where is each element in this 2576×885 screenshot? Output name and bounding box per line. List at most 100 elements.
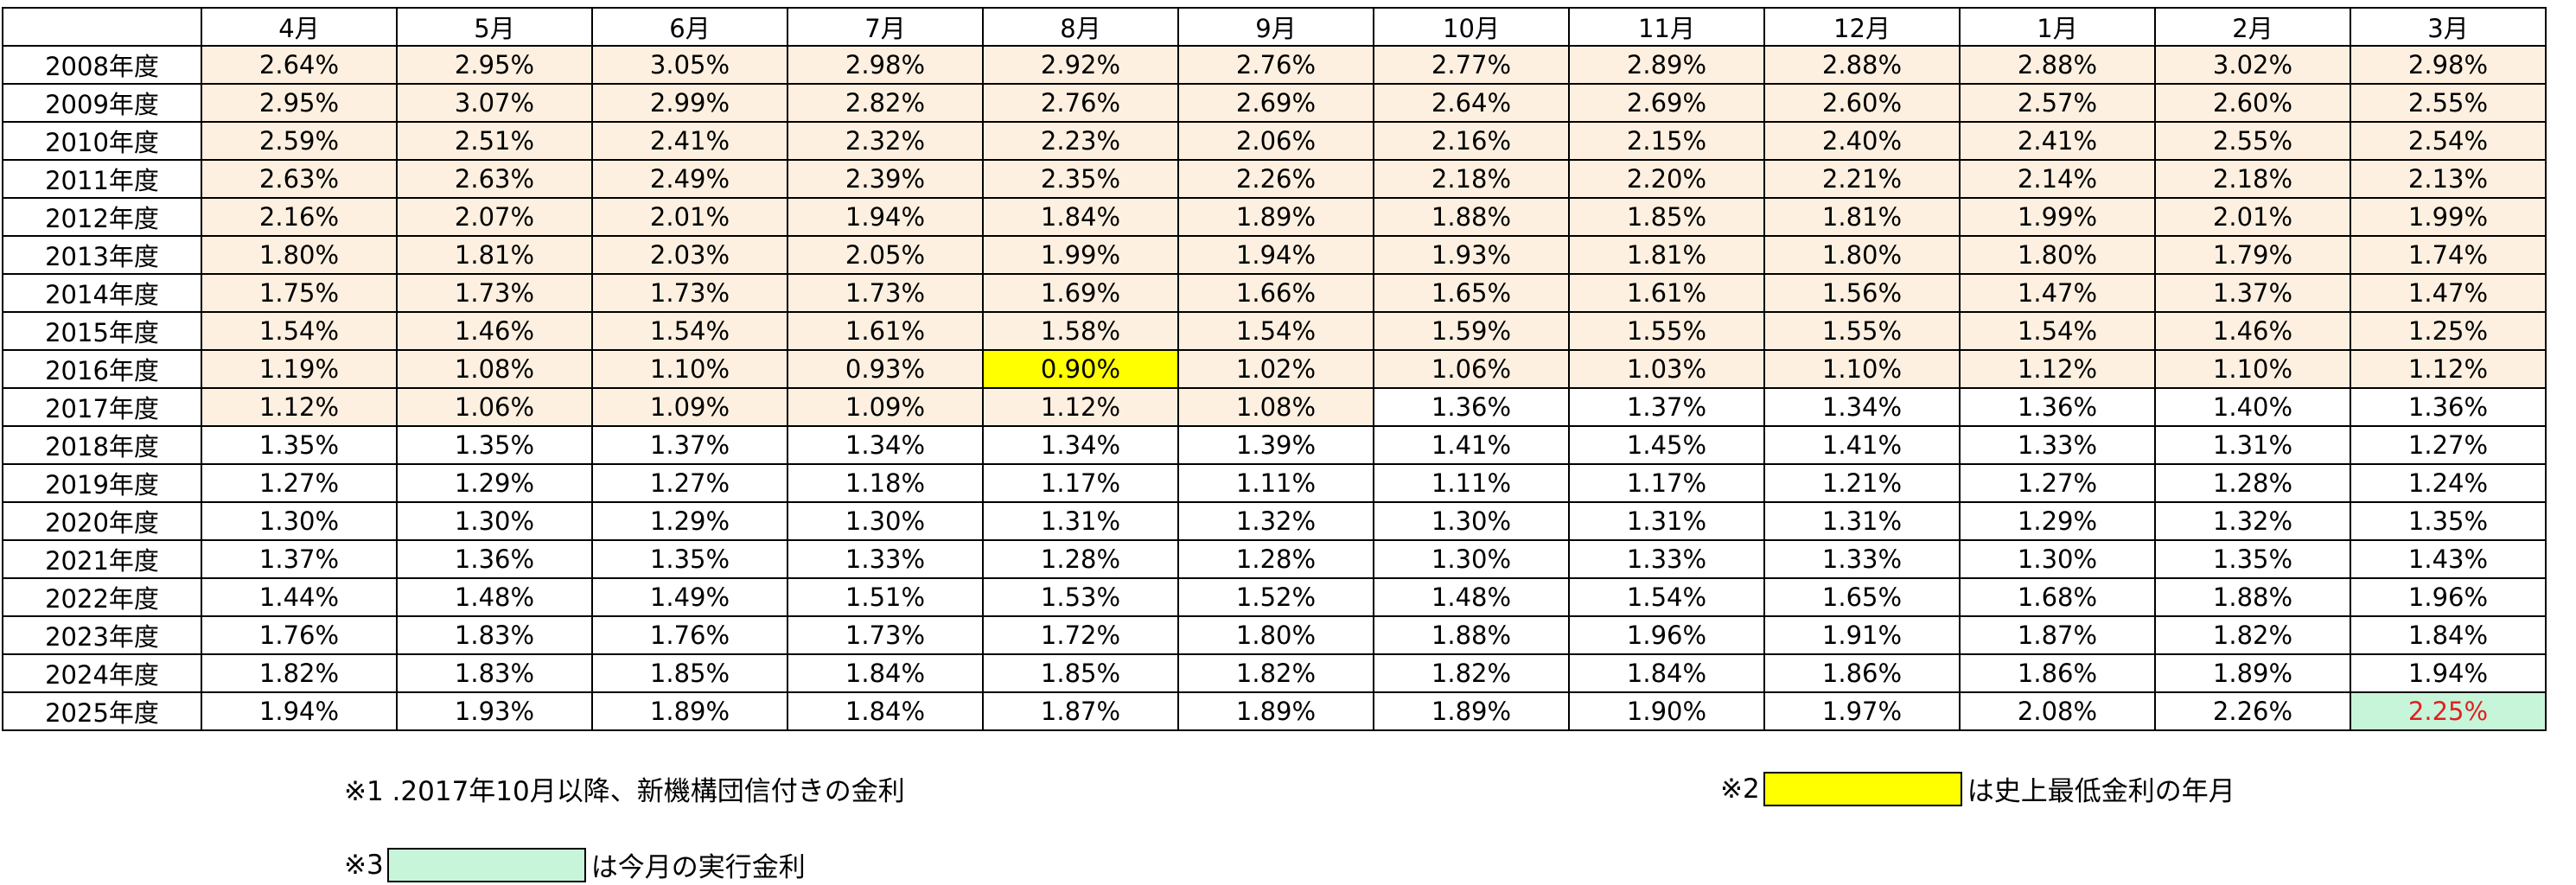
- year-label: 2024年度: [2, 653, 202, 693]
- rate-cell: 2.26%: [1177, 159, 1374, 199]
- rate-cell: 1.21%: [1763, 463, 1961, 503]
- rate-cell: 1.82%: [1177, 653, 1374, 693]
- rate-cell: 1.35%: [2350, 501, 2547, 541]
- rate-cell: 1.54%: [1568, 577, 1765, 617]
- year-label: 2015年度: [2, 311, 202, 351]
- rate-cell: 1.52%: [1177, 577, 1374, 617]
- rate-cell: 1.89%: [1373, 691, 1570, 731]
- year-label: 2016年度: [2, 349, 202, 389]
- rate-cell: 1.28%: [982, 539, 1179, 579]
- rate-cell: 1.34%: [982, 425, 1179, 465]
- table-row: 2016年度 1.19% 1.08% 1.10% 0.93% 0.90% 1.02% 1.06…: [2, 349, 2547, 389]
- rate-cell: 2.18%: [1373, 159, 1570, 199]
- rate-cell: 1.08%: [1177, 387, 1374, 427]
- rate-cell: 2.41%: [1959, 121, 2156, 161]
- rate-cell: 2.55%: [2154, 121, 2351, 161]
- rate-cell: 1.76%: [591, 615, 788, 655]
- rate-cell: 3.02%: [2154, 45, 2351, 85]
- year-label: 2014年度: [2, 273, 202, 313]
- month-header: 10月: [1373, 7, 1570, 47]
- rate-cell: 1.65%: [1373, 273, 1570, 313]
- rate-cell: 2.07%: [396, 197, 593, 237]
- rate-cell: 1.96%: [2350, 577, 2547, 617]
- rate-cell: 1.37%: [591, 425, 788, 465]
- rate-cell: 2.57%: [1959, 83, 2156, 123]
- current-rate-swatch: [386, 847, 586, 882]
- month-header: 2月: [2154, 7, 2351, 47]
- rate-cell: 1.32%: [1177, 501, 1374, 541]
- rate-cell: 1.29%: [396, 463, 593, 503]
- rate-cell: 1.94%: [1177, 235, 1374, 275]
- month-header: 9月: [1177, 7, 1374, 47]
- rate-cell: 1.32%: [2154, 501, 2351, 541]
- table-row: 2021年度 1.37% 1.36% 1.35% 1.33% 1.28% 1.28% 1.30…: [2, 539, 2547, 579]
- rate-cell: 1.73%: [787, 615, 984, 655]
- rate-cell: 2.35%: [982, 159, 1179, 199]
- rate-cell: 1.19%: [201, 349, 398, 389]
- rate-cell: 1.40%: [2154, 387, 2351, 427]
- table-row: 2023年度 1.76% 1.83% 1.76% 1.73% 1.72% 1.80% 1.88…: [2, 615, 2547, 655]
- rate-cell: 2.05%: [787, 235, 984, 275]
- rate-cell: 1.56%: [1763, 273, 1961, 313]
- year-label: 2013年度: [2, 235, 202, 275]
- table-row: 2020年度 1.30% 1.30% 1.29% 1.30% 1.31% 1.32% 1.30…: [2, 501, 2547, 541]
- rate-cell: 2.32%: [787, 121, 984, 161]
- rate-cell: 1.12%: [982, 387, 1179, 427]
- rate-cell: 1.24%: [2350, 463, 2547, 503]
- rate-cell: 1.27%: [591, 463, 788, 503]
- rate-cell: 1.45%: [1568, 425, 1765, 465]
- rate-cell: 2.51%: [396, 121, 593, 161]
- rate-cell: 1.83%: [396, 615, 593, 655]
- table-row: 2014年度 1.75% 1.73% 1.73% 1.73% 1.69% 1.66% 1.65…: [2, 273, 2547, 313]
- table-row: 2018年度 1.35% 1.35% 1.37% 1.34% 1.34% 1.39% 1.41…: [2, 425, 2547, 465]
- rate-cell: 1.35%: [201, 425, 398, 465]
- rate-cell: 2.98%: [787, 45, 984, 85]
- month-header: 5月: [396, 7, 593, 47]
- rate-cell: 2.99%: [591, 83, 788, 123]
- rate-cell: 1.48%: [396, 577, 593, 617]
- year-label: 2022年度: [2, 577, 202, 617]
- rate-cell: 1.88%: [1373, 197, 1570, 237]
- rate-cell: 1.02%: [1177, 349, 1374, 389]
- table-body: 2008年度 2.64% 2.95% 3.05% 2.98% 2.92% 2.76% 2.77…: [2, 45, 2547, 731]
- current-rate-cell: 2.25%: [2350, 691, 2547, 731]
- rate-cell: 1.10%: [591, 349, 788, 389]
- rate-cell: 1.17%: [1568, 463, 1765, 503]
- rate-cell: 1.97%: [1763, 691, 1961, 731]
- rate-cell: 1.88%: [1373, 615, 1570, 655]
- rate-cell: 1.35%: [591, 539, 788, 579]
- rate-cell: 2.64%: [1373, 83, 1570, 123]
- table-row: 2011年度 2.63% 2.63% 2.49% 2.39% 2.35% 2.26% 2.18…: [2, 159, 2547, 199]
- rate-cell: 1.34%: [787, 425, 984, 465]
- rate-cell: 1.84%: [787, 653, 984, 693]
- rate-cell: 1.96%: [1568, 615, 1765, 655]
- rate-cell: 1.84%: [982, 197, 1179, 237]
- rate-cell: 1.33%: [1959, 425, 2156, 465]
- rate-cell: 1.54%: [201, 311, 398, 351]
- rate-cell: 1.10%: [2154, 349, 2351, 389]
- rate-cell: 2.54%: [2350, 121, 2547, 161]
- rate-cell: 1.09%: [787, 387, 984, 427]
- table-row: 2024年度 1.82% 1.83% 1.85% 1.84% 1.85% 1.82% 1.82…: [2, 653, 2547, 693]
- rate-cell: 1.35%: [2154, 539, 2351, 579]
- rate-cell: 1.54%: [1177, 311, 1374, 351]
- rate-cell: 1.47%: [2350, 273, 2547, 313]
- rate-cell: 0.93%: [787, 349, 984, 389]
- note-1: ※1 .2017年10月以降、新機構団信付きの金利: [344, 769, 905, 808]
- rate-cell: 2.69%: [1177, 83, 1374, 123]
- rate-cell: 2.95%: [201, 83, 398, 123]
- rate-cell: 1.33%: [1568, 539, 1765, 579]
- table-row: 2017年度 1.12% 1.06% 1.09% 1.09% 1.12% 1.08% 1.36…: [2, 387, 2547, 427]
- rate-cell: 1.73%: [396, 273, 593, 313]
- note-1-text: ※1 .2017年10月以降、新機構団信付きの金利: [344, 776, 905, 807]
- rate-cell: 1.27%: [1959, 463, 2156, 503]
- rate-cell: 1.31%: [1568, 501, 1765, 541]
- rate-cell: 1.43%: [2350, 539, 2547, 579]
- rate-cell: 1.36%: [396, 539, 593, 579]
- rate-cell: 1.84%: [2350, 615, 2547, 655]
- rate-cell: 3.07%: [396, 83, 593, 123]
- rate-cell: 1.49%: [591, 577, 788, 617]
- rate-cell: 1.84%: [1568, 653, 1765, 693]
- rate-cell: 1.25%: [2350, 311, 2547, 351]
- rate-cell: 1.75%: [201, 273, 398, 313]
